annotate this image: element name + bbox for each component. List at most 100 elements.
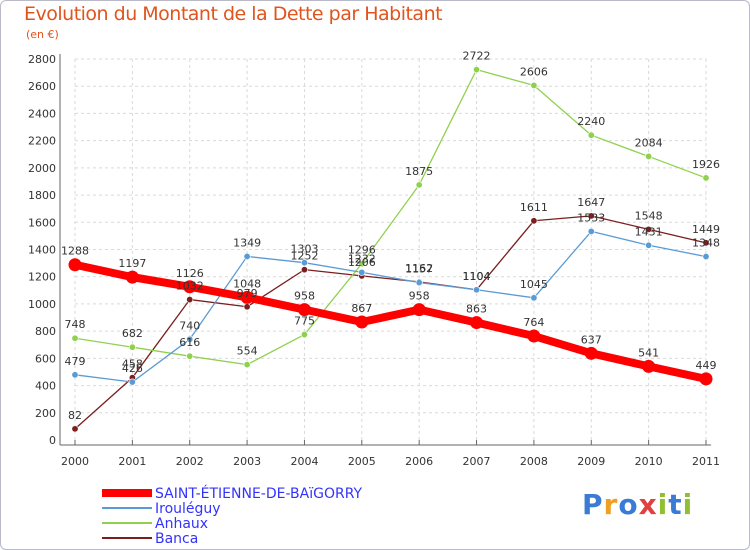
data-label: 1104 [463,270,491,283]
data-point [186,335,194,343]
x-tick-label: 2010 [635,455,663,468]
y-tick-label: 2400 [28,107,56,120]
data-label: 958 [294,290,315,303]
data-label: 863 [466,303,487,316]
data-point [473,286,481,294]
data-label: 1162 [405,262,433,275]
data-label: 2606 [520,65,548,78]
y-tick-label: 800 [35,325,56,338]
data-point [702,239,710,247]
data-point [587,227,595,235]
y-tick-label: 1200 [28,271,56,284]
legend-label: Irouléguy [155,501,221,517]
y-tick-label: 2200 [28,135,56,148]
data-point [300,259,308,267]
data-point [243,361,251,369]
chart-subtitle: (en €) [26,28,59,41]
data-label: 1048 [233,277,261,290]
data-point [584,346,598,360]
x-tick-label: 2001 [118,455,146,468]
data-label: 1348 [692,237,720,250]
data-label: 616 [179,336,200,349]
data-point [183,280,197,294]
data-label: 740 [179,319,200,332]
x-tick-label: 2009 [577,455,605,468]
data-label: 1533 [577,211,605,224]
data-point [243,252,251,260]
data-label: 2084 [635,136,663,149]
grid-lines [74,58,707,440]
x-tick-label: 2005 [348,455,376,468]
data-label: 1104 [463,270,491,283]
legend: SAINT-ÉTIENNE-DE-BAïGORRYIrouléguyAnhaux… [102,485,363,547]
data-label: 1232 [348,252,376,265]
data-label: 1611 [520,201,548,214]
data-label: 1647 [577,196,605,209]
data-point [415,181,423,189]
data-point [300,266,308,274]
data-label: 2240 [577,115,605,128]
y-tick-label: 0 [49,434,56,447]
data-label: 479 [65,355,86,368]
y-tick-label: 2600 [28,80,56,93]
x-tick-label: 2002 [176,455,204,468]
x-tick-label: 2004 [290,455,318,468]
series-group [68,66,713,433]
y-tick-label: 1000 [28,298,56,311]
data-point [128,343,136,351]
data-label: 1303 [290,243,318,256]
data-point [128,378,136,386]
data-label: 1157 [405,263,433,276]
x-tick-label: 2008 [520,455,548,468]
legend-label: Banca [155,531,198,547]
data-point [186,352,194,360]
data-point [71,334,79,342]
data-label: 1252 [290,250,318,263]
y-tick-label: 600 [35,352,56,365]
data-point [530,81,538,89]
data-point [473,66,481,74]
data-label: 1197 [118,257,146,270]
data-label: 554 [237,345,258,358]
data-point [530,294,538,302]
data-label: 775 [294,315,315,328]
x-tick-label: 2000 [61,455,89,468]
data-point [243,303,251,311]
data-labels-group: 1288 1197 1126 1048 958 867 958 863 764 637 541 449… [61,50,720,422]
data-label: 1431 [635,225,663,238]
data-label: 449 [696,359,717,372]
data-label: 2722 [463,50,491,63]
data-point [530,217,538,225]
logo-letter: r [603,488,619,521]
series-line [74,68,707,366]
data-label: 1449 [692,223,720,236]
logo-letter: i [657,488,669,521]
data-label: 1032 [176,280,204,293]
x-tick-label: 2006 [405,455,433,468]
data-label: 637 [581,333,602,346]
data-point [645,241,653,249]
data-label: 1045 [520,278,548,291]
data-point [71,371,79,379]
data-point [527,329,541,343]
data-label: 1206 [348,256,376,269]
data-point [645,225,653,233]
logo-letter: t [668,488,683,521]
legend-label: SAINT-ÉTIENNE-DE-BAïGORRY [155,485,363,502]
data-label: 748 [65,318,86,331]
series-line [74,230,707,383]
logo-letter: P [582,488,604,521]
data-point [642,359,656,373]
series-line [71,260,710,383]
data-point [68,258,82,272]
data-label: 1296 [348,244,376,257]
data-point [71,425,79,433]
data-label: 1875 [405,165,433,178]
logo-letter: o [618,488,639,521]
y-tick-label: 400 [35,380,56,393]
data-point [125,270,139,284]
data-point [702,253,710,261]
data-point [358,260,366,268]
data-label: 1548 [635,209,663,222]
